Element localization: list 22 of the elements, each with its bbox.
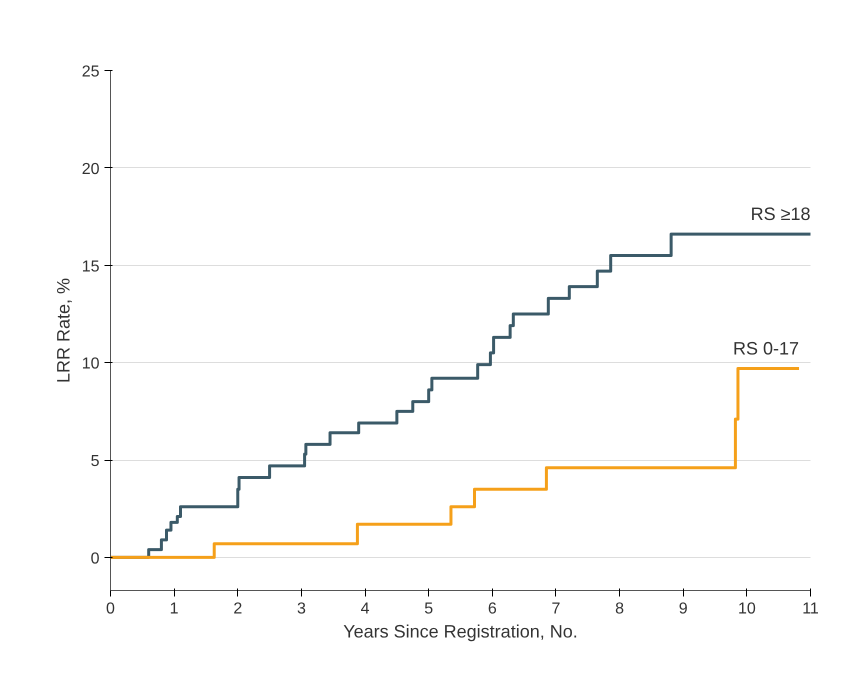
series-label: RS 0-17 bbox=[733, 338, 800, 358]
x-tick-label: 6 bbox=[488, 600, 497, 618]
x-tick-label: 3 bbox=[296, 600, 306, 618]
y-tick-label: 25 bbox=[82, 64, 100, 80]
x-tick-label: 2 bbox=[233, 600, 242, 618]
x-tick-label: 10 bbox=[738, 600, 756, 618]
y-axis-title: LRR Rate, % bbox=[54, 278, 74, 384]
x-tick-label: 8 bbox=[615, 600, 624, 618]
y-tick-label: 10 bbox=[82, 356, 100, 373]
x-tick-label: 7 bbox=[552, 600, 561, 618]
x-tick-label: 0 bbox=[106, 600, 116, 618]
x-tick-label: 4 bbox=[360, 600, 370, 618]
y-tick-label: 5 bbox=[90, 453, 100, 470]
y-tick-label: 20 bbox=[82, 160, 100, 178]
x-axis-title: Years Since Registration, No. bbox=[343, 622, 578, 642]
y-tick-label: 0 bbox=[90, 550, 100, 568]
y-tick-label: 15 bbox=[82, 258, 100, 276]
series-label: RS ≥18 bbox=[750, 204, 810, 224]
x-tick-label: 9 bbox=[678, 600, 688, 618]
x-tick-label: 1 bbox=[170, 600, 179, 618]
x-tick-label: 11 bbox=[802, 600, 819, 618]
x-tick-label: 5 bbox=[424, 600, 434, 618]
